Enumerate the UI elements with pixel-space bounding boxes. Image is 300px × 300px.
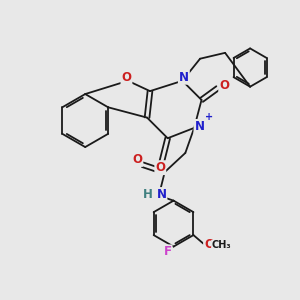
Text: F: F	[164, 245, 172, 258]
Text: N: N	[194, 120, 205, 133]
Text: N: N	[179, 71, 189, 84]
Text: O: O	[219, 79, 229, 92]
Text: +: +	[206, 112, 214, 122]
Text: O: O	[204, 238, 214, 251]
Text: O: O	[132, 153, 142, 166]
Text: O: O	[155, 161, 165, 174]
Text: H: H	[143, 188, 153, 201]
Text: O: O	[122, 71, 131, 84]
Text: N: N	[157, 188, 167, 201]
Text: CH₃: CH₃	[212, 240, 231, 250]
